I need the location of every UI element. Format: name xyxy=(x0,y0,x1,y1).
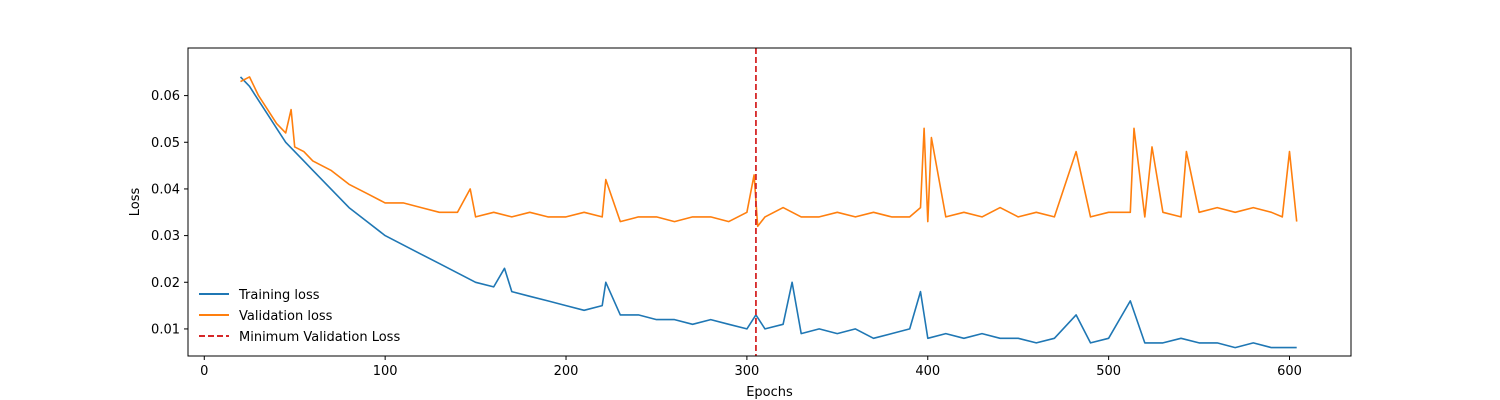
plot-frame xyxy=(187,47,1352,357)
x-axis-label: Epochs xyxy=(746,385,793,400)
legend: Training loss Validation loss Minimum Va… xyxy=(199,288,400,345)
x-tick-label: 100 xyxy=(373,364,398,379)
legend-label-validation: Validation loss xyxy=(239,309,333,324)
y-tick-label: 0.05 xyxy=(151,136,180,151)
legend-label-min-val-loss: Minimum Validation Loss xyxy=(239,330,400,345)
x-tick-label: 500 xyxy=(1096,364,1121,379)
x-tick-label: 400 xyxy=(915,364,940,379)
legend-label-training: Training loss xyxy=(238,288,320,303)
x-tick-label: 200 xyxy=(554,364,579,379)
axis-ticks: 0 100 200 300 400 500 600 0.01 0.02 0.03 0.04 0.05 0… xyxy=(151,89,1302,379)
y-tick-label: 0.03 xyxy=(151,229,180,244)
y-tick-label: 0.02 xyxy=(151,276,180,291)
training-loss-line xyxy=(239,76,1297,349)
y-tick-label: 0.04 xyxy=(151,182,180,197)
y-tick-label: 0.01 xyxy=(151,322,180,337)
x-tick-label: 0 xyxy=(200,364,208,379)
x-tick-label: 600 xyxy=(1277,364,1302,379)
validation-loss-line xyxy=(240,76,1298,228)
y-tick-label: 0.06 xyxy=(151,89,180,104)
y-axis-label: Loss xyxy=(128,188,143,217)
x-tick-label: 300 xyxy=(734,364,759,379)
